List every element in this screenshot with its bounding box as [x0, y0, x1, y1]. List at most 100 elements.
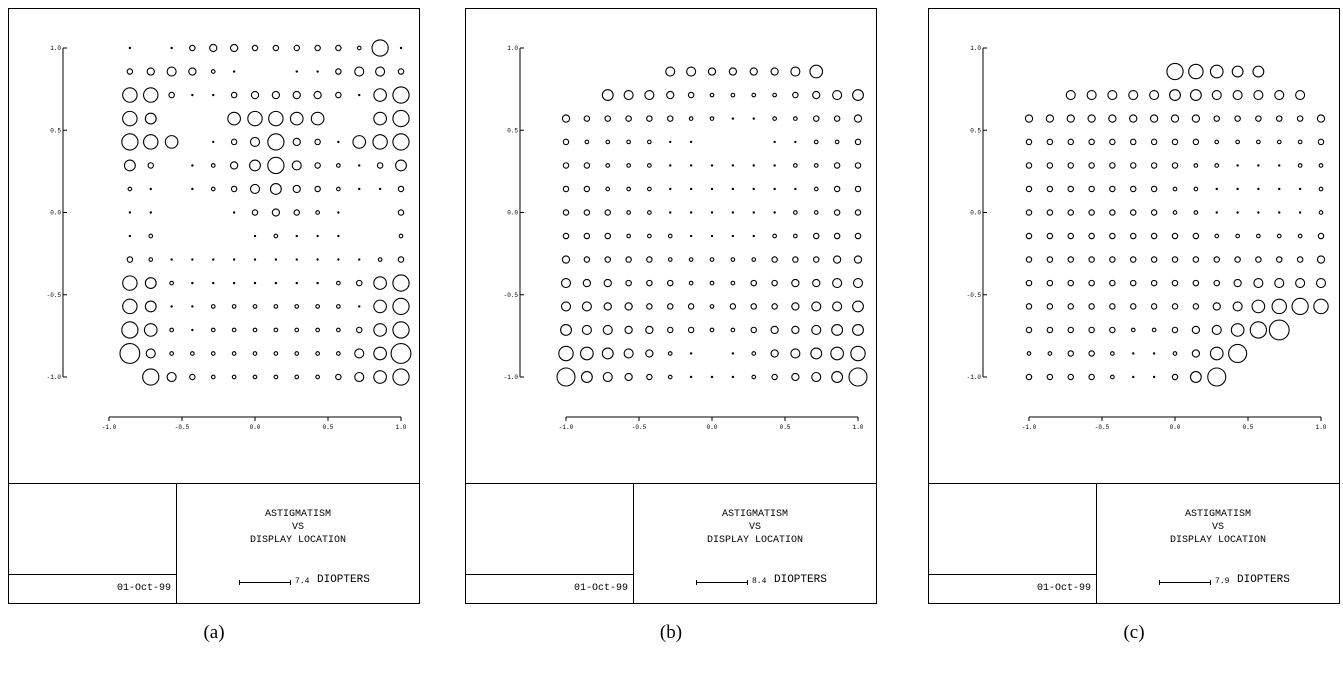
title-line-3: DISPLAY LOCATION: [1169, 535, 1266, 546]
data-point: [251, 209, 259, 216]
data-point: [294, 374, 300, 380]
data-point: [1172, 351, 1178, 356]
data-point: [337, 211, 340, 214]
data-point: [249, 136, 261, 147]
data-point: [1192, 279, 1200, 287]
data-point: [1129, 303, 1137, 310]
data-point: [689, 211, 693, 214]
data-point: [121, 321, 139, 339]
data-point: [392, 274, 410, 292]
data-point: [1193, 210, 1199, 215]
scale-bar-unit: DIOPTERS: [1237, 574, 1290, 586]
data-point: [1214, 139, 1220, 145]
data-point: [164, 135, 179, 149]
data-point: [251, 44, 259, 52]
data-point: [1317, 138, 1325, 146]
data-point: [1108, 114, 1117, 123]
data-point: [850, 345, 866, 362]
data-point: [1192, 256, 1200, 263]
data-point: [1132, 352, 1135, 355]
data-point: [770, 67, 779, 76]
data-point: [212, 258, 215, 261]
data-point: [666, 303, 674, 310]
data-point: [373, 88, 387, 102]
data-point: [1129, 185, 1137, 193]
data-point: [584, 139, 590, 145]
data-point: [273, 351, 279, 356]
data-point: [1191, 325, 1201, 335]
y-tick-label: 0.5: [507, 127, 518, 134]
data-point: [832, 89, 843, 101]
data-point: [750, 326, 758, 334]
data-point: [854, 232, 862, 240]
data-point: [232, 281, 236, 285]
data-point: [1046, 279, 1054, 287]
data-point: [626, 139, 631, 145]
data-point: [731, 187, 735, 191]
data-point: [1166, 62, 1184, 81]
scale-bar: 7.9 DIOPTERS: [1097, 574, 1339, 596]
data-point: [1046, 162, 1054, 169]
data-point: [833, 232, 841, 240]
y-tick-label: -1.0: [47, 374, 62, 381]
data-point: [813, 210, 819, 215]
data-point: [1151, 327, 1157, 333]
data-point: [709, 280, 715, 286]
data-point: [601, 89, 614, 101]
y-tick-label: 1.0: [50, 45, 61, 52]
data-point: [1192, 232, 1200, 240]
data-point: [1249, 321, 1268, 339]
data-point: [377, 257, 383, 262]
data-point: [1233, 278, 1242, 288]
data-point: [373, 111, 387, 126]
data-point: [791, 278, 800, 288]
data-point: [772, 92, 777, 98]
data-point: [1088, 185, 1095, 193]
data-point: [1231, 65, 1244, 78]
data-point: [252, 351, 258, 356]
data-point: [335, 44, 342, 52]
data-point: [1067, 373, 1075, 381]
data-point: [314, 44, 321, 52]
data-point: [813, 163, 819, 168]
data-point: [1046, 138, 1054, 146]
data-point: [833, 162, 841, 169]
data-point: [1172, 186, 1178, 192]
data-point: [1109, 326, 1116, 334]
data-point: [397, 209, 405, 216]
data-point: [731, 375, 735, 379]
data-point: [1150, 209, 1158, 216]
data-point: [854, 185, 862, 193]
data-point: [253, 281, 257, 285]
data-point: [583, 115, 591, 122]
x-tick-label: -0.5: [175, 424, 190, 431]
chart-panel-c: 1.0 0.5 0.0 -0.5 -1.0 -1.0 -0.5 0.0 0.5 1.0 01-Oc…: [928, 8, 1340, 604]
scale-bar-line: [696, 580, 748, 585]
data-point: [646, 256, 653, 263]
data-point: [271, 90, 281, 100]
data-point: [1088, 138, 1095, 146]
data-point: [792, 91, 799, 99]
chart-title: ASTIGMATISM VS DISPLAY LOCATION: [177, 508, 419, 547]
data-point: [752, 211, 755, 214]
data-point: [1067, 350, 1075, 357]
data-point: [1298, 187, 1302, 191]
data-point: [1025, 232, 1033, 240]
data-point: [127, 186, 133, 192]
data-point: [1232, 301, 1243, 312]
data-point: [392, 368, 410, 386]
data-point: [1275, 256, 1283, 263]
data-point: [710, 375, 714, 379]
data-point: [122, 110, 138, 127]
blank-box: 01-Oct-99: [9, 484, 177, 604]
data-point: [268, 110, 284, 127]
data-point: [604, 232, 612, 240]
data-point: [1235, 139, 1240, 145]
data-point: [1316, 114, 1326, 123]
data-point: [1149, 114, 1159, 123]
data-point: [1150, 232, 1158, 240]
data-point: [771, 303, 778, 310]
data-point: [791, 372, 800, 382]
data-point: [122, 298, 138, 315]
data-point: [689, 375, 693, 379]
